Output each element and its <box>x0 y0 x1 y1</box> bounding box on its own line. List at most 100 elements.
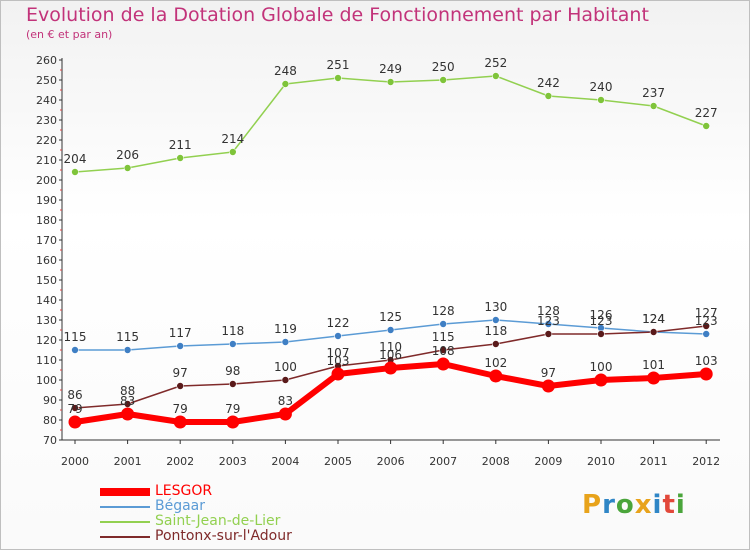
legend-swatch <box>100 488 150 496</box>
data-label: 100 <box>274 360 297 374</box>
data-label: 117 <box>169 326 192 340</box>
y-tick-label: 70 <box>43 434 57 447</box>
data-label: 248 <box>274 64 297 78</box>
data-label: 115 <box>64 330 87 344</box>
data-label: 86 <box>67 388 82 402</box>
y-tick-label: 200 <box>36 174 57 187</box>
data-label: 79 <box>173 402 188 416</box>
data-point <box>439 76 448 84</box>
data-label: 122 <box>327 316 350 330</box>
data-label: 130 <box>484 300 507 314</box>
data-label: 251 <box>327 58 350 72</box>
legend-swatch <box>100 536 150 538</box>
data-label: 103 <box>327 354 350 368</box>
data-label: 88 <box>120 384 135 398</box>
legend-item: Bégaar <box>100 498 340 514</box>
y-tick-label: 230 <box>36 114 57 127</box>
data-point <box>281 80 290 88</box>
x-tick-label: 2006 <box>377 455 405 468</box>
x-tick-label: 2004 <box>271 455 299 468</box>
y-tick-label: 210 <box>36 154 57 167</box>
y-tick-label: 90 <box>43 394 57 407</box>
data-point <box>71 404 79 412</box>
data-point <box>699 367 713 381</box>
y-tick-label: 120 <box>36 334 57 347</box>
data-label: 103 <box>695 354 718 368</box>
logo-letter: i <box>675 490 686 520</box>
data-point <box>702 330 711 338</box>
data-point <box>649 102 658 110</box>
data-label: 83 <box>278 394 293 408</box>
data-label: 115 <box>116 330 139 344</box>
data-point <box>647 371 661 385</box>
x-tick-label: 2008 <box>482 455 510 468</box>
data-label: 242 <box>537 76 560 90</box>
data-label: 101 <box>642 358 665 372</box>
data-point <box>491 340 500 348</box>
data-point <box>334 332 342 340</box>
legend: LESGOR Bégaar Saint-Jean-de-Lier Pontonx-su… <box>100 483 340 544</box>
y-tick-label: 110 <box>36 354 57 367</box>
logo-letter: t <box>662 490 676 520</box>
data-label: 98 <box>225 364 240 378</box>
data-point <box>173 415 187 429</box>
data-label: 124 <box>642 312 665 326</box>
y-tick-label: 170 <box>36 234 57 247</box>
y-tick-label: 130 <box>36 314 57 327</box>
data-label: 97 <box>173 366 188 380</box>
data-label: 214 <box>221 132 244 146</box>
data-point <box>436 357 450 371</box>
legend-swatch <box>100 521 150 523</box>
x-tick-label: 2001 <box>114 455 142 468</box>
data-label: 125 <box>379 310 402 324</box>
legend-swatch <box>100 506 150 508</box>
data-point <box>491 316 500 324</box>
data-point <box>176 382 184 390</box>
x-tick-label: 2000 <box>61 455 89 468</box>
data-point <box>386 326 395 334</box>
data-label: 118 <box>484 324 507 338</box>
data-point <box>123 164 132 172</box>
data-point <box>229 340 237 348</box>
y-tick-label: 220 <box>36 134 57 147</box>
data-point <box>334 74 342 82</box>
y-tick-label: 240 <box>36 94 57 107</box>
y-tick-label: 260 <box>36 54 57 67</box>
data-label: 118 <box>221 324 244 338</box>
y-tick-label: 160 <box>36 254 57 267</box>
data-label: 79 <box>225 402 240 416</box>
data-point <box>594 373 608 387</box>
data-label: 119 <box>274 322 297 336</box>
data-point <box>71 346 79 354</box>
data-label: 102 <box>484 356 507 370</box>
data-label: 97 <box>541 366 556 380</box>
y-tick-label: 250 <box>36 74 57 87</box>
data-point <box>123 346 132 354</box>
legend-label: Pontonx-sur-l'Adour <box>155 528 292 544</box>
data-point <box>71 168 79 176</box>
data-point <box>544 330 553 338</box>
data-label: 83 <box>120 394 135 408</box>
legend-item: Pontonx-sur-l'Adour <box>100 528 340 544</box>
data-label: 123 <box>590 314 613 328</box>
y-tick-label: 140 <box>36 294 57 307</box>
data-point <box>702 122 711 130</box>
chart-subtitle: (en € et par an) <box>26 28 113 41</box>
data-point <box>229 148 237 156</box>
data-point <box>597 330 605 338</box>
data-label: 250 <box>432 60 455 74</box>
proxiti-logo: Proxiti <box>582 490 686 520</box>
data-point <box>278 407 292 421</box>
data-point <box>649 328 658 336</box>
legend-label: Saint-Jean-de-Lier <box>155 513 281 529</box>
legend-item: LESGOR <box>100 483 340 499</box>
x-tick-label: 2012 <box>692 455 720 468</box>
data-label: 204 <box>64 152 87 166</box>
data-point <box>226 415 240 429</box>
logo-letter: P <box>582 490 603 520</box>
data-point <box>331 367 345 381</box>
data-point <box>121 407 135 421</box>
data-point <box>544 92 553 100</box>
data-label: 211 <box>169 138 192 152</box>
